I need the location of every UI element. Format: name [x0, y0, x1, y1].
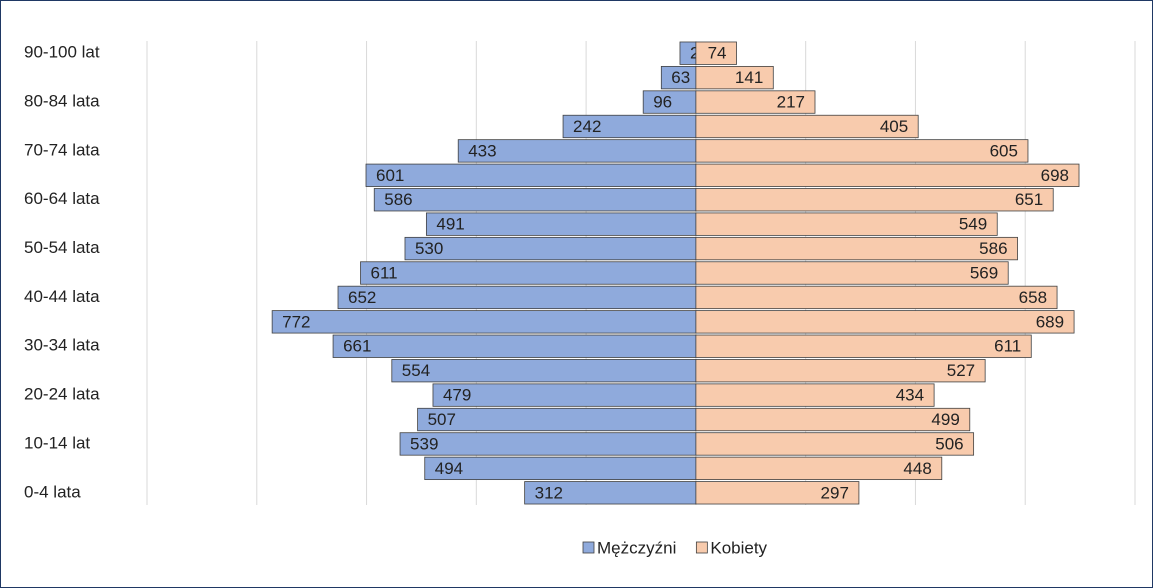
bar — [695, 310, 1075, 334]
bar — [695, 407, 971, 432]
bar — [695, 188, 1054, 212]
bar — [695, 456, 943, 481]
data-label: 698 — [1041, 166, 1069, 185]
bar — [695, 114, 919, 139]
legend-label: Mężczyźni — [597, 538, 676, 557]
data-label: 242 — [573, 117, 601, 136]
bar — [695, 285, 1058, 310]
bar — [425, 212, 697, 236]
data-label: 312 — [535, 483, 563, 502]
y-tick-label: 40-44 lata — [24, 287, 100, 306]
y-tick-label: 30-34 lata — [24, 336, 100, 355]
bar — [337, 285, 697, 310]
data-label: 96 — [653, 93, 672, 112]
data-label: 506 — [935, 434, 963, 453]
data-label: 605 — [990, 141, 1018, 160]
bar — [695, 334, 1032, 358]
data-label: 507 — [428, 410, 456, 429]
data-label: 530 — [415, 239, 443, 258]
legend-label: Kobiety — [710, 538, 767, 557]
bar — [695, 41, 737, 65]
data-label: 611 — [994, 337, 1021, 356]
bar — [399, 432, 697, 456]
bar — [391, 359, 697, 383]
data-label: 601 — [376, 166, 404, 185]
bar — [360, 261, 697, 285]
data-label: 491 — [436, 215, 464, 234]
data-label: 141 — [735, 68, 763, 87]
data-label: 434 — [896, 386, 924, 405]
data-label: 569 — [970, 263, 998, 282]
y-tick-label: 0-4 lata — [24, 482, 81, 501]
data-label: 661 — [343, 337, 371, 356]
bar — [271, 310, 697, 334]
data-label: 539 — [410, 434, 438, 453]
bar — [695, 383, 935, 407]
data-label: 772 — [282, 312, 310, 331]
y-tick-label: 90-100 lat — [24, 43, 100, 62]
bar — [695, 432, 975, 456]
data-label: 651 — [1015, 190, 1043, 209]
legend-swatch — [582, 541, 595, 554]
data-label: 527 — [947, 361, 975, 380]
data-label: 586 — [384, 190, 412, 209]
legend-swatch — [695, 541, 708, 554]
data-label: 611 — [371, 263, 398, 282]
data-label: 689 — [1036, 312, 1064, 331]
data-label: 586 — [979, 239, 1007, 258]
data-label: 554 — [402, 361, 430, 380]
bar — [365, 163, 697, 187]
data-label: 448 — [903, 459, 931, 478]
data-label: 494 — [435, 459, 463, 478]
y-tick-label: 10-14 lat — [24, 433, 90, 452]
bar — [695, 212, 998, 236]
bar — [695, 65, 774, 90]
bar — [417, 407, 697, 432]
bar — [695, 359, 986, 383]
bar — [695, 236, 1018, 261]
bar — [424, 456, 697, 481]
bar — [695, 139, 1029, 163]
y-tick-label: 50-54 lata — [24, 238, 100, 257]
bar — [404, 236, 697, 261]
y-tick-label: 60-64 lata — [24, 189, 100, 208]
data-label: 652 — [348, 288, 376, 307]
data-label: 297 — [821, 483, 849, 502]
bar — [695, 163, 1080, 187]
data-label: 499 — [931, 410, 959, 429]
data-label: 549 — [959, 215, 987, 234]
data-label: 217 — [777, 93, 805, 112]
data-label: 658 — [1019, 288, 1047, 307]
y-tick-label: 70-74 lata — [24, 140, 100, 159]
y-tick-label: 20-24 lata — [24, 385, 100, 404]
data-label: 479 — [443, 386, 471, 405]
data-label: 74 — [708, 44, 727, 63]
data-label: 405 — [880, 117, 908, 136]
data-label: 63 — [671, 68, 690, 87]
bar — [695, 90, 816, 114]
y-tick-label: 80-84 lata — [24, 92, 100, 111]
bar — [332, 334, 697, 358]
bar — [373, 188, 697, 212]
bar — [695, 261, 1009, 285]
data-label: 433 — [468, 141, 496, 160]
bar — [695, 481, 860, 505]
bar — [432, 383, 697, 407]
